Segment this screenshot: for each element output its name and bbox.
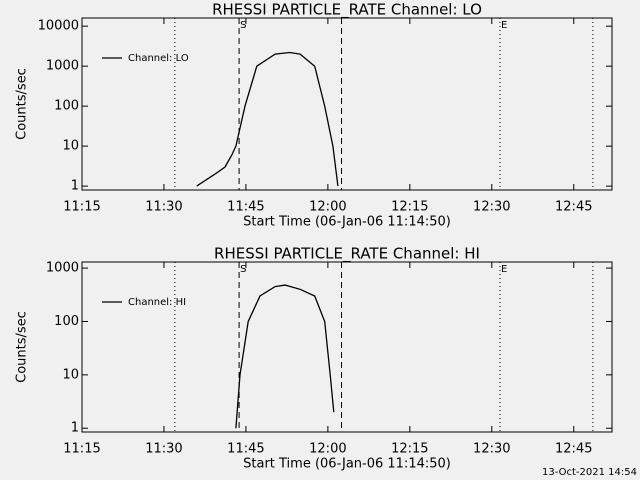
data-line xyxy=(196,51,339,187)
chart-title: RHESSI PARTICLE_RATE Channel: HI xyxy=(214,245,480,264)
plot-frame xyxy=(81,17,613,191)
y-axis-label: Counts/sec xyxy=(15,68,30,140)
plot-frame xyxy=(81,261,613,433)
y-tick-label: 10 xyxy=(62,139,79,154)
x-tick-label: 11:45 xyxy=(227,442,264,457)
marker-label: E xyxy=(501,264,507,275)
y-tick-label: 100 xyxy=(54,99,79,114)
x-tick-label: 12:30 xyxy=(473,442,510,457)
x-tick-label: 11:30 xyxy=(145,442,182,457)
data-line xyxy=(235,284,335,429)
x-axis-label: Start Time (06-Jan-06 11:14:50) xyxy=(243,215,451,230)
x-tick-label: 12:45 xyxy=(555,442,592,457)
y-tick-label: 10000 xyxy=(38,19,79,34)
x-tick-label: 12:15 xyxy=(391,442,428,457)
y-tick-label: 1000 xyxy=(46,261,79,276)
x-tick-label: 12:00 xyxy=(309,200,346,215)
x-tick-label: 11:30 xyxy=(145,200,182,215)
marker-label: E xyxy=(501,20,507,31)
y-tick-label: 100 xyxy=(54,314,79,329)
x-tick-label: 11:15 xyxy=(63,442,100,457)
marker-label: S xyxy=(240,20,246,31)
y-tick-label: 1000 xyxy=(46,59,79,74)
x-tick-label: 12:00 xyxy=(309,442,346,457)
x-axis-label: Start Time (06-Jan-06 11:14:50) xyxy=(243,457,451,472)
marker-label: S xyxy=(240,264,246,275)
x-tick-label: 12:45 xyxy=(555,200,592,215)
y-tick-label: 10 xyxy=(62,367,79,382)
legend-label: Channel: LO xyxy=(128,53,189,64)
footer: 13-Oct-2021 14:54 xyxy=(542,467,637,478)
y-tick-label: 1 xyxy=(71,421,79,436)
y-axis-label: Counts/sec xyxy=(15,311,30,383)
x-tick-label: 12:30 xyxy=(473,200,510,215)
x-tick-label: 11:15 xyxy=(63,200,100,215)
x-tick-label: 11:45 xyxy=(227,200,264,215)
x-tick-label: 12:15 xyxy=(391,200,428,215)
y-tick-label: 1 xyxy=(71,179,79,194)
legend-label: Channel: HI xyxy=(128,297,186,308)
chart-title: RHESSI PARTICLE_RATE Channel: LO xyxy=(212,1,482,20)
